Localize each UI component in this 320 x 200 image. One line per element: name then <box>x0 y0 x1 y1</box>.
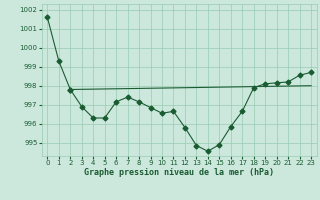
X-axis label: Graphe pression niveau de la mer (hPa): Graphe pression niveau de la mer (hPa) <box>84 168 274 177</box>
